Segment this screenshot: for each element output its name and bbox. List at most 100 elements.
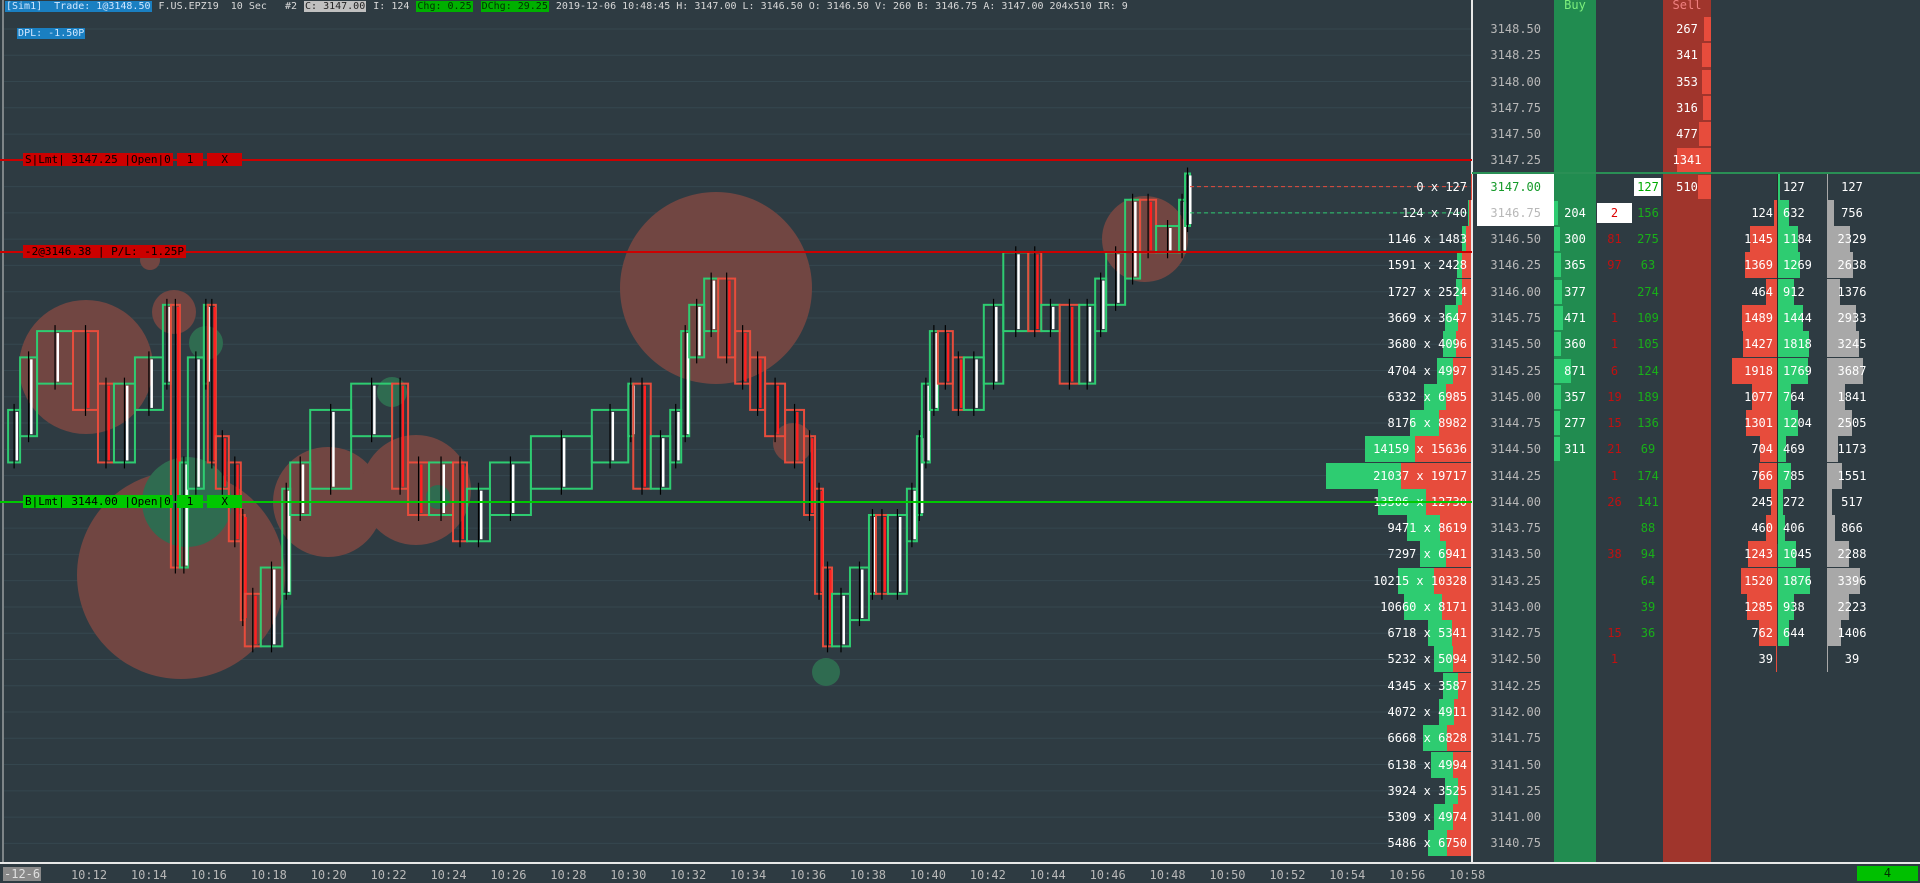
ask-size[interactable]: 94 bbox=[1640, 547, 1656, 562]
time-label: 10:34 bbox=[730, 868, 767, 882]
bid-size[interactable]: 6 bbox=[1610, 363, 1619, 378]
bid-size[interactable]: 38 bbox=[1607, 547, 1622, 562]
ask-size[interactable]: 127 bbox=[1637, 179, 1659, 194]
chart-canvas[interactable] bbox=[0, 0, 1472, 862]
ask-depth: 8982 bbox=[1438, 416, 1467, 431]
ladder-row[interactable]: 3142.25 bbox=[1472, 673, 1920, 699]
cancel-order-button[interactable]: X bbox=[207, 494, 242, 508]
bid-size[interactable]: 1 bbox=[1610, 468, 1619, 483]
ask-size[interactable]: 189 bbox=[1637, 389, 1659, 404]
ask-depth-bar bbox=[1415, 436, 1471, 463]
time-label: 10:16 bbox=[190, 868, 227, 882]
ask-size[interactable]: 141 bbox=[1637, 494, 1659, 509]
buy-volume-bar bbox=[1554, 411, 1560, 436]
ask-size[interactable]: 274 bbox=[1637, 284, 1659, 299]
bid-size[interactable]: 21 bbox=[1607, 442, 1622, 457]
ask-size[interactable]: 63 bbox=[1640, 258, 1656, 273]
ladder-row[interactable]: 3142.75 15 36 762 644 1406 bbox=[1472, 620, 1920, 647]
sell-limit-order-label[interactable]: S|Lmt| 3147.25 |Open|0 1 X bbox=[23, 153, 242, 167]
ladder-row[interactable]: 3145.00 357 19 189 1077 764 1841 bbox=[1472, 383, 1920, 410]
ladder-row[interactable]: 3147.50 477 bbox=[1472, 121, 1920, 147]
ladder-row[interactable]: 3146.75 204 2 156 124 632 756 bbox=[1472, 199, 1920, 226]
buy-column[interactable] bbox=[1554, 0, 1596, 862]
time-label: 10:46 bbox=[1089, 868, 1126, 882]
ladder-row[interactable]: 3145.75 471 1 109 1489 1444 2933 bbox=[1472, 304, 1920, 331]
ladder-row[interactable]: 3142.00 bbox=[1472, 699, 1920, 725]
ladder-row[interactable]: 3144.00 26 141 245 272 517 bbox=[1472, 488, 1920, 515]
ladder-row[interactable]: 3143.50 38 94 1243 1045 2288 bbox=[1472, 541, 1920, 568]
bid-size[interactable]: 97 bbox=[1607, 258, 1622, 273]
ladder-row[interactable]: 3140.75 bbox=[1472, 830, 1920, 856]
buy-limit-order-label[interactable]: B|Lmt| 3144.00 |Open|0 1 X bbox=[23, 494, 242, 508]
buy-profile-bar bbox=[1778, 541, 1796, 568]
ask-size[interactable]: 69 bbox=[1640, 442, 1656, 457]
ask-size[interactable]: 124 bbox=[1637, 363, 1659, 378]
ladder-row[interactable]: 3146.00 377 274 464 912 1376 bbox=[1472, 278, 1920, 305]
bid-size[interactable]: 1 bbox=[1610, 652, 1619, 667]
ladder-row[interactable]: 3141.25 bbox=[1472, 778, 1920, 804]
buy-volume-bar bbox=[1554, 358, 1572, 383]
ladder-row[interactable]: 3141.00 bbox=[1472, 804, 1920, 830]
buy-limit-line[interactable] bbox=[0, 500, 1472, 503]
ladder-row[interactable]: 3144.50 311 21 69 704 469 1173 bbox=[1472, 436, 1920, 463]
bid-size[interactable]: 15 bbox=[1607, 626, 1622, 641]
ladder-row[interactable]: 3144.75 277 15 136 1301 1204 2505 bbox=[1472, 410, 1920, 437]
book-row: 4072 x 4911 bbox=[1120, 699, 1471, 726]
ladder-row[interactable]: 3147.75 316 bbox=[1472, 95, 1920, 121]
position-order-label[interactable]: -2@3146.38 | P/L: -1.25P bbox=[23, 244, 186, 258]
ask-depth: 19717 bbox=[1430, 468, 1467, 483]
cancel-order-button[interactable]: X bbox=[207, 153, 242, 167]
ask-depth-bar bbox=[1446, 541, 1471, 568]
sell-profile-bar bbox=[1759, 620, 1777, 647]
ladder-row[interactable]: 3145.25 871 6 124 1918 1769 3687 bbox=[1472, 357, 1920, 384]
ladder-row[interactable]: 3143.75 88 460 406 866 bbox=[1472, 515, 1920, 542]
ladder-row[interactable]: 3148.50 267 bbox=[1472, 16, 1920, 42]
total-profile-bar bbox=[1827, 620, 1841, 647]
book-depth-label: 10660 x 8171 bbox=[1380, 599, 1467, 614]
bid-size[interactable]: 26 bbox=[1607, 494, 1622, 509]
ladder-row[interactable]: 3141.75 bbox=[1472, 725, 1920, 751]
bid-size[interactable]: 81 bbox=[1607, 232, 1622, 247]
ask-size[interactable]: 36 bbox=[1640, 626, 1656, 641]
bid-size[interactable]: 15 bbox=[1607, 416, 1622, 431]
ladder-row[interactable]: 3148.25 341 bbox=[1472, 42, 1920, 68]
bid-size[interactable]: 1 bbox=[1610, 310, 1619, 325]
sell-profile-volume: 124 bbox=[1751, 205, 1773, 220]
ask-size[interactable]: 275 bbox=[1637, 232, 1659, 247]
ask-size[interactable]: 156 bbox=[1637, 205, 1659, 220]
ladder-row[interactable]: 3146.50 300 81 275 1145 1184 2329 bbox=[1472, 226, 1920, 253]
ask-size[interactable]: 174 bbox=[1637, 468, 1659, 483]
position-line[interactable] bbox=[0, 250, 1472, 253]
info-segment: 2019-12-06 10:48:45 H: 3147.00 L: 3146.5… bbox=[549, 1, 1128, 12]
buy-profile-volume: 644 bbox=[1783, 626, 1805, 641]
buy-volume: 360 bbox=[1564, 337, 1586, 352]
ladder-row[interactable]: 3143.25 64 1520 1876 3396 bbox=[1472, 567, 1920, 594]
bid-size[interactable]: 19 bbox=[1607, 389, 1622, 404]
ladder-row[interactable]: 3141.50 bbox=[1472, 752, 1920, 778]
ladder-row[interactable]: 3148.00 353 bbox=[1472, 69, 1920, 95]
ladder-row[interactable]: 3144.25 1 174 766 785 1551 bbox=[1472, 462, 1920, 489]
total-profile-bar bbox=[1827, 593, 1849, 620]
bid-size[interactable]: 2 bbox=[1610, 205, 1619, 220]
sell-profile-bar bbox=[1742, 304, 1777, 331]
ladder-row[interactable]: 3145.50 360 1 105 1427 1818 3245 bbox=[1472, 331, 1920, 358]
ask-size[interactable]: 109 bbox=[1637, 310, 1659, 325]
ask-size[interactable]: 136 bbox=[1637, 416, 1659, 431]
ladder-row[interactable]: 3146.25 365 97 63 1369 1269 2638 bbox=[1472, 252, 1920, 279]
price-chart[interactable] bbox=[0, 0, 1472, 862]
ladder-row[interactable]: 3147.00 510 127 127 127 bbox=[1472, 173, 1920, 200]
ladder-row[interactable]: 3143.00 39 1285 938 2223 bbox=[1472, 593, 1920, 620]
sell-limit-line[interactable] bbox=[0, 159, 1472, 162]
ladder-row[interactable]: 3147.25 1341 bbox=[1472, 147, 1920, 173]
order-quantity[interactable]: 1 bbox=[176, 494, 204, 508]
ask-size[interactable]: 88 bbox=[1640, 521, 1656, 536]
sell-profile-bar bbox=[1744, 252, 1777, 279]
ladder-row[interactable]: 3142.50 1 39 39 bbox=[1472, 646, 1920, 673]
ask-size[interactable]: 105 bbox=[1637, 337, 1659, 352]
ask-size[interactable]: 39 bbox=[1640, 599, 1656, 614]
price-candle-body bbox=[420, 464, 423, 513]
sell-profile-bar bbox=[1766, 278, 1777, 305]
ask-size[interactable]: 64 bbox=[1640, 573, 1656, 588]
order-quantity[interactable]: 1 bbox=[176, 153, 204, 167]
bid-size[interactable]: 1 bbox=[1610, 337, 1619, 352]
